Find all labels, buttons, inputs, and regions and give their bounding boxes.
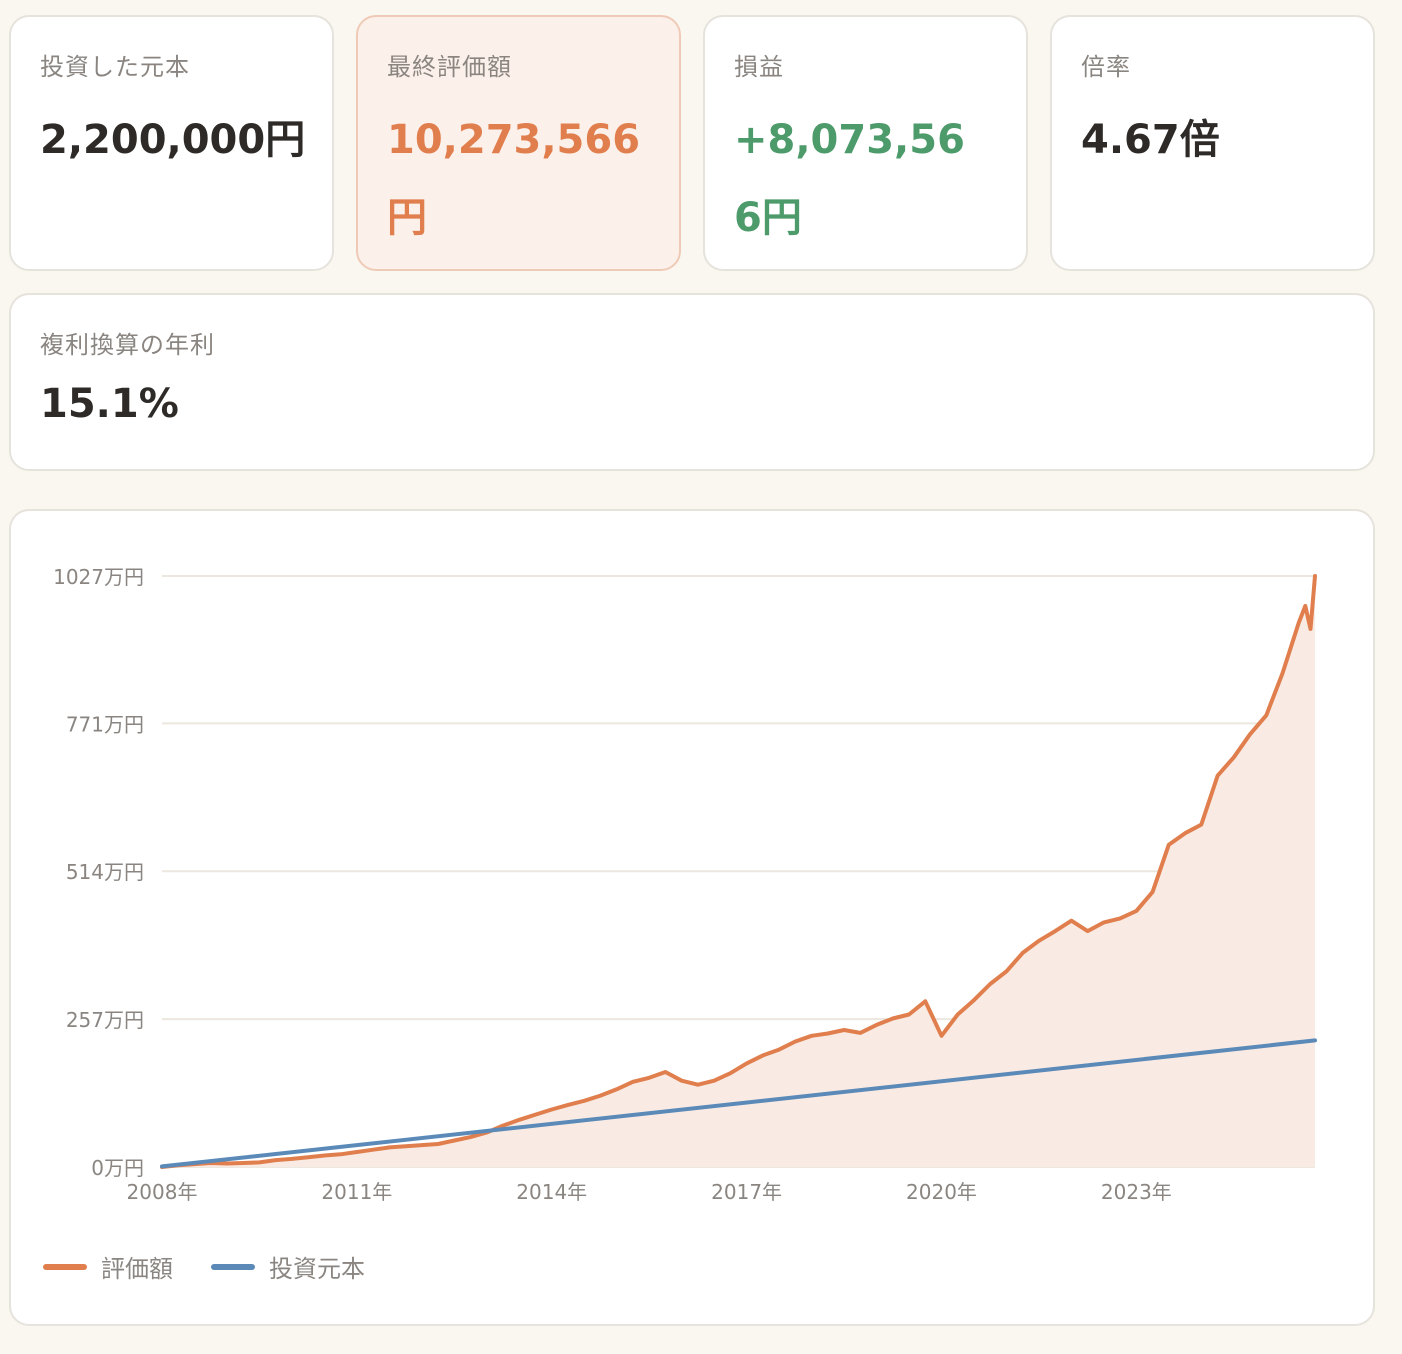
series-line-principal (160, 1038, 1317, 1169)
stat-value: 4.67倍 (1081, 117, 1220, 163)
growth-chart: 0万円 257万円 514万円 771万円 1027万円 2008年 2011年 2014年 2… (53, 565, 1317, 1204)
stat-card-principal: 投資した元本 2,200,000円 (9, 15, 334, 271)
stat-label: 複利換算の年利 (40, 331, 215, 359)
legend-swatch-principal (211, 1263, 255, 1270)
y-tick-label: 514万円 (66, 860, 144, 884)
x-tick-label: 2008年 (127, 1180, 198, 1204)
x-tick-label: 2014年 (516, 1180, 587, 1204)
y-tick-label: 0万円 (91, 1156, 144, 1180)
stat-label: 最終評価額 (387, 53, 512, 81)
stat-value: 10,273,566円 (387, 117, 641, 241)
y-tick-label: 257万円 (66, 1008, 144, 1032)
x-tick-label: 2020年 (906, 1180, 977, 1204)
legend-item-valuation[interactable]: 評価額 (43, 1249, 173, 1284)
x-tick-label: 2011年 (321, 1180, 392, 1204)
y-tick-label: 1027万円 (53, 565, 144, 589)
stat-card-annual-rate: 複利換算の年利 15.1% (9, 293, 1375, 471)
stat-label: 倍率 (1081, 53, 1131, 81)
stat-card-multiple: 倍率 4.67倍 (1050, 15, 1375, 271)
legend-item-principal[interactable]: 投資元本 (211, 1249, 365, 1284)
stat-label: 損益 (734, 53, 784, 81)
stat-value: 2,200,000円 (40, 117, 306, 163)
stat-card-final-value: 最終評価額 10,273,566円 (356, 15, 681, 271)
stat-value: 15.1% (40, 381, 179, 427)
legend-swatch-valuation (43, 1263, 87, 1270)
x-tick-label: 2023年 (1101, 1180, 1172, 1204)
chart-legend: 評価額 投資元本 (43, 1249, 403, 1284)
series-area-valuation (162, 576, 1315, 1167)
x-tick-label: 2017年 (711, 1180, 782, 1204)
chart-card: 0万円 257万円 514万円 771万円 1027万円 2008年 2011年 2014年 2… (9, 509, 1375, 1326)
stat-card-profit: 損益 +8,073,566円 (703, 15, 1028, 271)
legend-label-valuation: 評価額 (101, 1255, 173, 1283)
series-line-valuation (160, 574, 1317, 1169)
stat-label: 投資した元本 (40, 53, 190, 81)
y-tick-label: 771万円 (66, 712, 144, 736)
legend-label-principal: 投資元本 (269, 1255, 365, 1283)
stat-value: +8,073,566円 (734, 117, 965, 241)
